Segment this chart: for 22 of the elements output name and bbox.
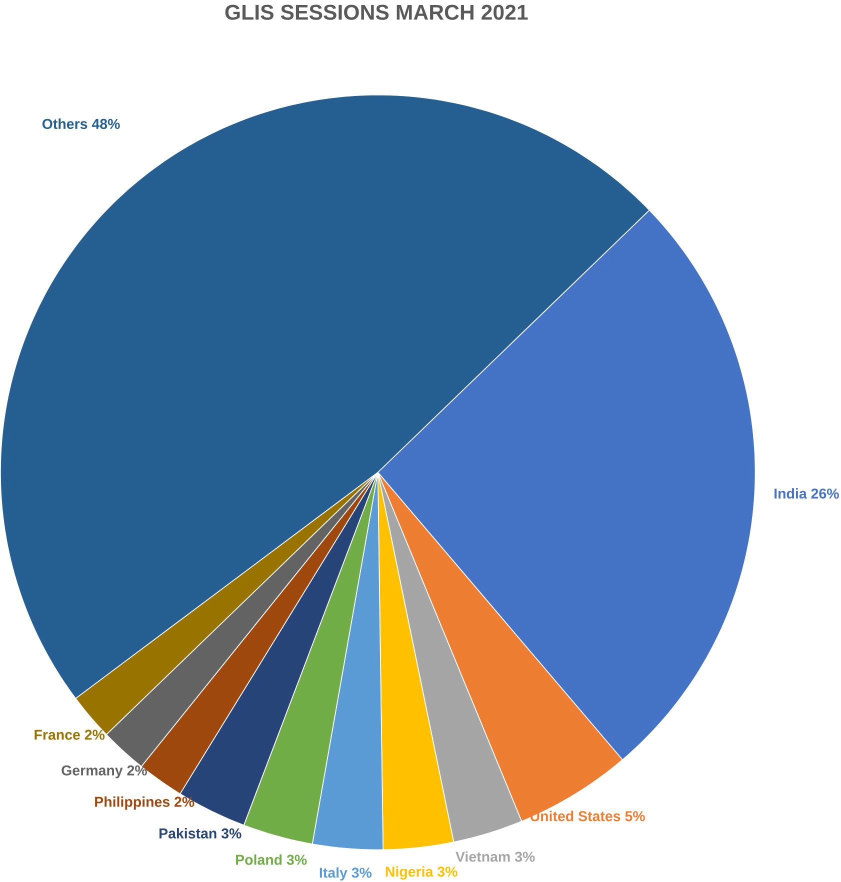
slice-label: India [774, 488, 808, 499]
chart-title: GLIS SESSIONS MARCH 2021 [225, 4, 528, 20]
slice-label: Italy [320, 867, 348, 881]
slice-label: Poland [236, 854, 282, 865]
data-label: 3% [515, 852, 535, 862]
slice-label: Nigeria [386, 866, 434, 880]
data-label: 3% [286, 854, 307, 865]
slice-label: Germany [62, 765, 123, 778]
data-label: 2% [174, 796, 194, 807]
slice-label: France [34, 730, 80, 740]
data-label: 3% [352, 868, 372, 878]
data-label: 2% [85, 730, 105, 740]
data-label: 26% [811, 488, 840, 499]
slice-label: Pakistan [160, 828, 216, 838]
data-label: 2% [127, 765, 148, 776]
data-label: 3% [438, 866, 458, 877]
data-label: 48% [92, 118, 120, 129]
data-label: 5% [625, 811, 646, 822]
slice-label: Vietnam [456, 851, 510, 862]
slice-label: Philippines [95, 796, 170, 810]
slice-label: Others [42, 118, 88, 129]
data-label: 3% [222, 828, 242, 839]
